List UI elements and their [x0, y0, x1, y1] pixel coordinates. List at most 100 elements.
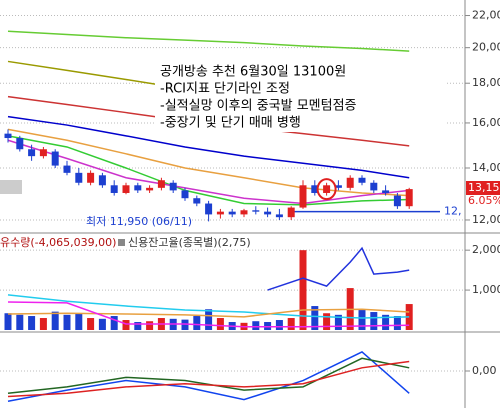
candle-body	[346, 177, 354, 188]
y-tick-label: 2,000	[472, 243, 500, 256]
candle-body	[51, 151, 59, 166]
candle-body	[323, 185, 331, 193]
candle-body	[405, 189, 413, 207]
y-tick-label: 0,00	[472, 364, 497, 377]
annotation-box	[155, 60, 445, 132]
candle-body	[169, 182, 177, 191]
y-tick-label: 14,000	[472, 161, 500, 174]
candle-body	[157, 180, 165, 188]
annotation-line: -실적실망 이후의 중국발 모멘텀점증	[160, 99, 357, 114]
legend-text: 유수량(-4,065,039,00)	[0, 236, 116, 249]
annotation-line: 공개방송 추천 6월30일 13100원	[160, 65, 346, 80]
candle-body	[87, 172, 95, 183]
series-line	[7, 30, 410, 52]
candle-body	[358, 177, 366, 183]
pct-label: 6.05%	[468, 194, 500, 207]
candle-body	[63, 165, 71, 173]
annotation-line: -중장기 및 단기 매매 병행	[160, 115, 301, 131]
volume-bar	[264, 322, 272, 330]
y-tick-label: 22,000	[472, 9, 500, 22]
volume-bar	[252, 321, 260, 330]
series-line	[7, 351, 410, 402]
volume-bar	[134, 322, 142, 330]
y-tick-label: 20,000	[472, 41, 500, 54]
volume-bar	[146, 321, 154, 330]
series-line	[7, 135, 410, 206]
candle-body	[75, 172, 83, 183]
highlight-circle	[316, 178, 337, 201]
candle-body	[228, 211, 236, 215]
series-line	[7, 360, 410, 398]
volume-bar	[323, 313, 331, 330]
volume-bar	[4, 313, 12, 330]
y-tick-label: 1,000	[472, 283, 500, 296]
candle-body	[287, 207, 295, 218]
candle-body	[39, 149, 47, 157]
candle-body	[98, 175, 106, 186]
y-tick-label: 16,000	[472, 116, 500, 129]
y-tick-label: 12,000	[472, 213, 500, 226]
candle-body	[134, 185, 142, 191]
volume-bar	[28, 316, 36, 330]
candle-body	[382, 190, 390, 193]
candle-body	[16, 138, 24, 150]
volume-bar	[275, 320, 283, 330]
series-line	[267, 246, 410, 291]
volume-bar	[75, 313, 83, 330]
y-tick-label: 18,000	[472, 76, 500, 89]
volume-bar	[51, 311, 59, 330]
volume-bar	[122, 320, 130, 330]
volume-bar	[193, 316, 201, 330]
candle-body	[393, 195, 401, 207]
volume-bar	[98, 318, 106, 330]
volume-bar	[393, 316, 401, 330]
series-line	[7, 301, 410, 328]
candle-body	[181, 190, 189, 199]
candle-body	[216, 211, 224, 215]
series-line	[7, 294, 410, 319]
candle-body	[240, 210, 248, 215]
volume-bar	[87, 318, 95, 330]
series-line	[7, 128, 410, 197]
candle-body	[28, 149, 36, 157]
volume-bar	[287, 318, 295, 330]
volume-bar	[16, 314, 24, 330]
series-line	[7, 115, 410, 179]
volume-bar	[334, 314, 342, 330]
legend-swatch	[118, 239, 125, 246]
volume-bar	[216, 318, 224, 330]
candle-body	[311, 185, 319, 193]
candle-body	[370, 182, 378, 191]
series-line	[7, 139, 410, 205]
volume-bar	[205, 309, 213, 330]
candle-body	[264, 211, 272, 215]
candle-body	[275, 214, 283, 218]
volume-bar	[311, 306, 319, 330]
candle-body	[193, 198, 201, 204]
price-box	[466, 181, 500, 195]
annotation-line: -RCI지표 단기라인 조정	[160, 82, 290, 97]
price-band	[0, 180, 22, 194]
candle-body	[205, 203, 213, 215]
volume-bar	[181, 319, 189, 330]
volume-bar	[299, 250, 307, 330]
volume-bar	[39, 318, 47, 330]
price-label: 13,15	[468, 181, 500, 194]
series-line	[7, 308, 410, 318]
volume-bar	[382, 314, 390, 330]
candle-body	[146, 187, 154, 191]
candle-body	[110, 185, 118, 193]
low-label: 최저 11,950 (06/11)	[86, 215, 192, 228]
volume-bar	[63, 314, 71, 330]
volume-bar	[370, 312, 378, 330]
candle-body	[299, 185, 307, 208]
legend-text: 신용잔고율(종목별)(2,75)	[128, 236, 251, 249]
candle-body	[252, 210, 260, 212]
volume-bar	[358, 310, 366, 330]
candle-body	[4, 133, 12, 139]
volume-bar	[110, 316, 118, 330]
candle-body	[122, 185, 130, 193]
candle-body	[334, 185, 342, 188]
